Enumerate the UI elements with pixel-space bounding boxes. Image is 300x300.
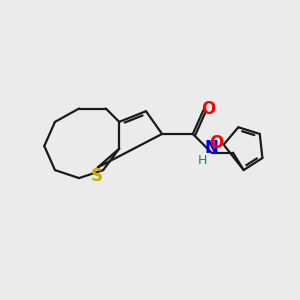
Text: O: O: [209, 134, 223, 152]
Text: S: S: [91, 167, 103, 185]
Text: O: O: [201, 100, 215, 118]
Text: N: N: [205, 139, 218, 157]
Text: H: H: [197, 154, 207, 167]
